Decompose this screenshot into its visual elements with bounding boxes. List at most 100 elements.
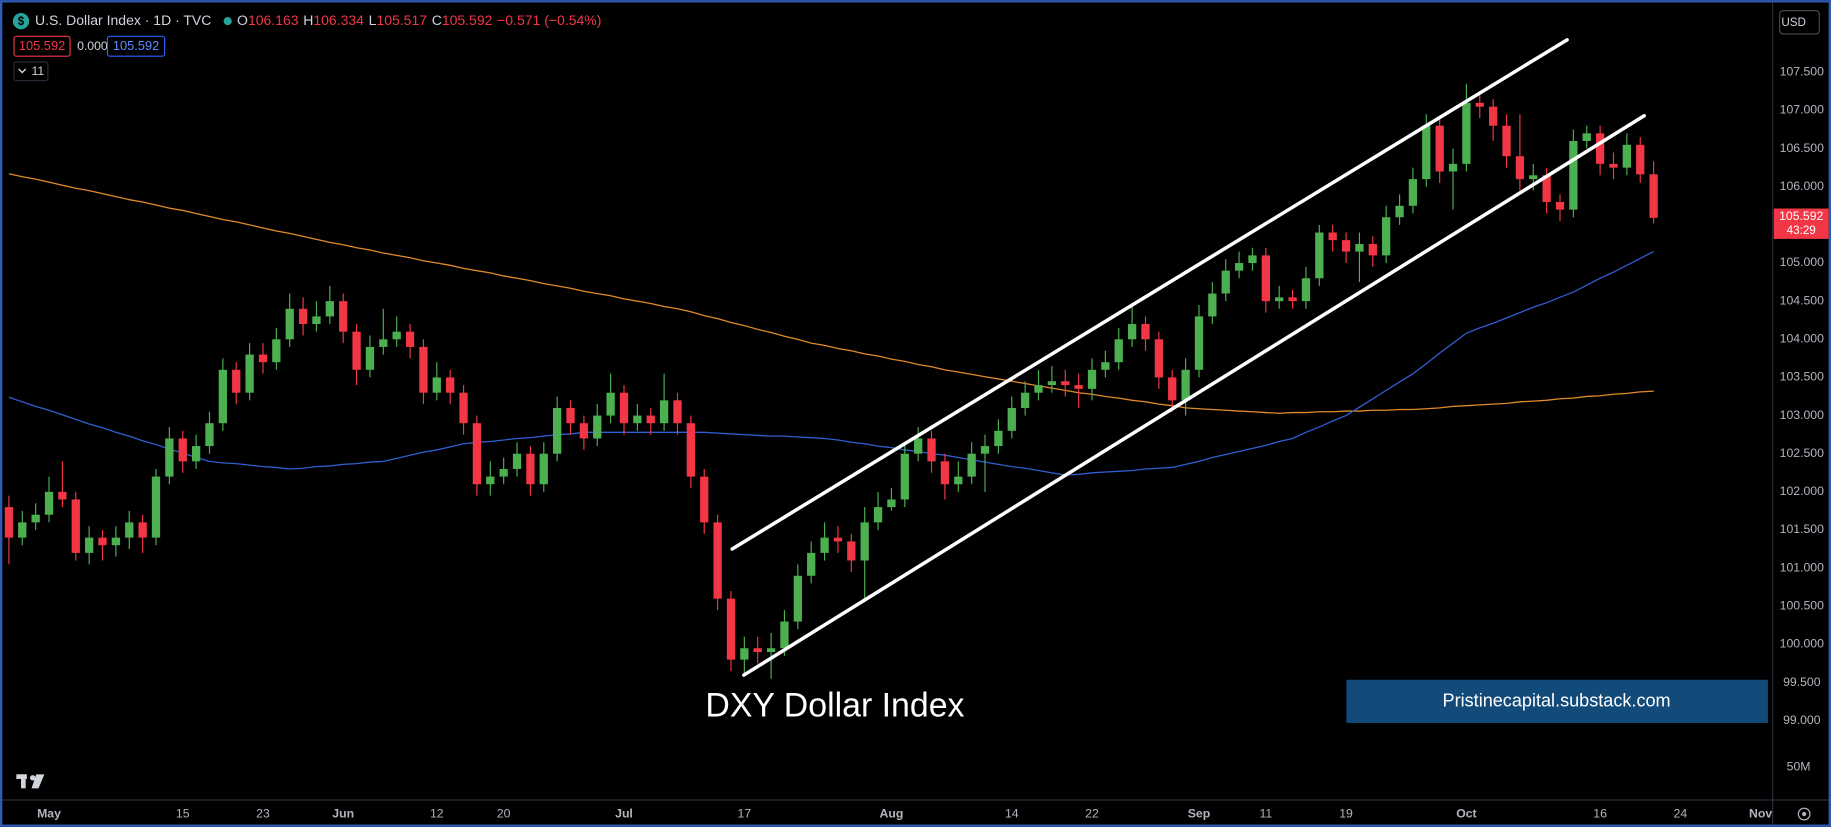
candle-body [860, 522, 869, 561]
candle-body [686, 423, 696, 477]
x-tick-label: 12 [430, 806, 444, 820]
candle-body [1408, 179, 1418, 206]
logo-part [31, 774, 45, 789]
candle-body [459, 392, 468, 424]
candle-body [619, 392, 629, 424]
candle-body [419, 346, 428, 393]
candle-body [165, 438, 174, 477]
candle-body [1114, 339, 1123, 363]
candle-body [352, 331, 361, 370]
candle-body [405, 331, 415, 347]
candle-body [31, 514, 40, 523]
ohlc-value: 106.163 [248, 12, 299, 28]
candle-body [392, 331, 401, 340]
candle-body [646, 415, 655, 424]
candle-body [1475, 102, 1484, 107]
bid-price: 105.592 [19, 38, 65, 53]
candle-body [673, 400, 682, 424]
candle-body [1569, 140, 1578, 210]
ohlc-value: 105.592 [442, 12, 493, 28]
ohlc-value: 105.517 [376, 12, 427, 28]
x-tick-label: 20 [497, 806, 511, 820]
candle-body [1382, 217, 1391, 256]
y-tick-label: 99.000 [1783, 713, 1821, 727]
currency-box[interactable] [1779, 10, 1820, 35]
x-tick-label: 23 [256, 806, 270, 820]
candle-body [1341, 240, 1351, 252]
ask-price: 105.592 [113, 38, 159, 53]
x-tick-label: Aug [880, 806, 904, 820]
x-tick-label: 16 [1593, 806, 1607, 820]
symbol-icon-glyph: $ [18, 15, 25, 28]
settings-icon[interactable] [1797, 807, 1811, 821]
candle-body [579, 423, 589, 439]
candle-body [178, 438, 187, 462]
symbol-icon [12, 12, 30, 30]
currency: USD [1781, 16, 1806, 29]
candle-body [499, 468, 508, 477]
candle-body [285, 308, 294, 340]
candle-body [1288, 297, 1297, 302]
logo-part [21, 774, 26, 789]
candle-body [1462, 102, 1471, 164]
y-tick-label: 102.000 [1780, 484, 1824, 498]
x-tick-label: Nov [1749, 806, 1772, 820]
y-tick-label: 100.000 [1780, 637, 1824, 651]
y-tick-label: 105.000 [1780, 255, 1824, 269]
channel-upper [730, 38, 1569, 551]
candle-body [98, 537, 107, 546]
candle-body [205, 423, 214, 447]
candle-body [980, 446, 990, 454]
symbol-title[interactable]: U.S. Dollar Index · 1D · TVC [35, 12, 211, 28]
candle-body [1261, 255, 1270, 302]
annotation-text: Pristinecapital.substack.com [1443, 691, 1671, 711]
candle-body [1315, 232, 1324, 279]
candle-body [900, 453, 909, 500]
candle-body [1609, 163, 1618, 168]
candle-body [1448, 163, 1458, 172]
ohlc-value: 106.334 [313, 12, 364, 28]
candle-body [967, 453, 976, 477]
candle-body [659, 400, 669, 424]
candle-body [873, 507, 883, 523]
candle-body [312, 316, 321, 325]
y-tick-label: 104.500 [1780, 293, 1824, 307]
candle-body [339, 301, 348, 332]
candle-body [726, 598, 736, 660]
ask-box[interactable] [106, 35, 166, 57]
candle-body [1502, 125, 1511, 157]
y-tick-label: 107.000 [1780, 103, 1824, 117]
candle-body [740, 648, 749, 660]
spread: 0.000 [77, 39, 108, 53]
moving-average [8, 250, 1654, 476]
candle-body [432, 377, 441, 393]
y-tick-label: 106.500 [1780, 141, 1824, 155]
candle-body [1208, 293, 1217, 317]
bid-box[interactable] [13, 35, 71, 57]
indicator-count: 11 [32, 64, 45, 78]
candle-body [954, 476, 963, 485]
candle-body [766, 648, 776, 653]
candle-body [512, 453, 522, 469]
candle-body [1154, 339, 1164, 378]
candle-body [887, 499, 896, 508]
candle-body [1649, 174, 1658, 218]
candle-body [914, 438, 923, 454]
ohlc-label: L [369, 12, 377, 28]
candle-body [325, 301, 334, 317]
candle-body [472, 423, 482, 485]
candle-body [1422, 125, 1431, 180]
y-tick-label: 107.500 [1780, 65, 1824, 79]
candle-body [44, 491, 54, 515]
candle-body [1181, 369, 1190, 401]
x-tick-label: Oct [1456, 806, 1476, 820]
indicator-toggle[interactable] [13, 61, 49, 82]
y-tick-label: 103.000 [1780, 408, 1824, 422]
candle-body [1194, 316, 1204, 370]
candle-body [606, 392, 615, 416]
ohlc-label: C [432, 12, 442, 28]
ohlc-label: H [303, 12, 313, 28]
